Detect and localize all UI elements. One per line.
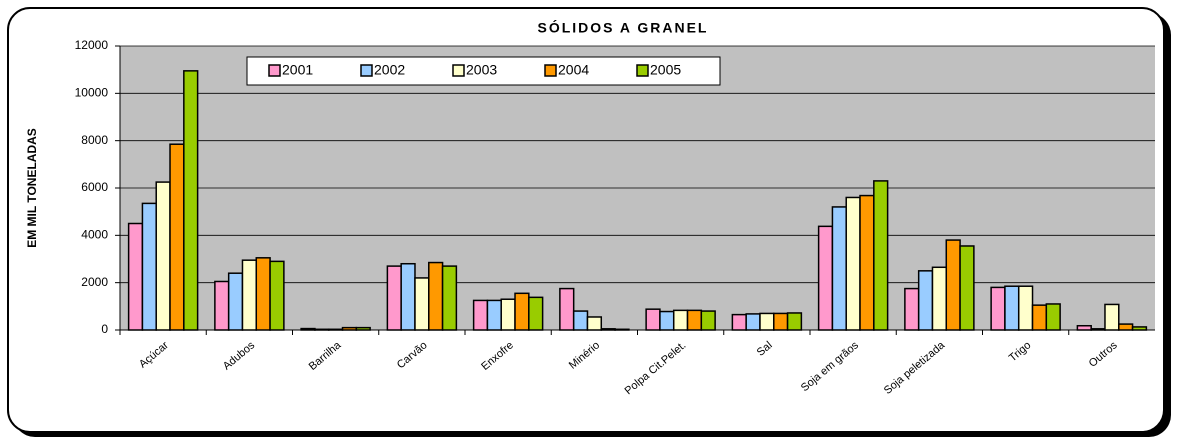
bar	[486, 299, 502, 331]
y-tick-label: 12000	[75, 38, 109, 52]
bar	[1004, 285, 1020, 331]
y-tick-label: 4000	[81, 228, 108, 242]
legend-label: 2004	[558, 62, 589, 78]
legend-label: 2001	[282, 62, 313, 78]
bar	[845, 196, 861, 331]
chart-title: SÓLIDOS A GRANEL	[538, 19, 709, 36]
bar	[859, 194, 875, 331]
bar	[831, 206, 847, 331]
bar	[1045, 303, 1061, 331]
bar	[873, 180, 889, 331]
y-axis-label: EM MIL TONELADAS	[25, 128, 39, 248]
bar	[931, 266, 948, 331]
bar	[141, 202, 157, 331]
legend-label: 2002	[374, 62, 405, 78]
bar	[528, 296, 544, 331]
y-tick-label: 8000	[81, 133, 108, 147]
bar	[214, 280, 230, 331]
bar	[1017, 285, 1034, 331]
bar	[1118, 323, 1134, 331]
bar	[917, 270, 934, 331]
bar	[773, 312, 789, 331]
bar	[645, 308, 661, 331]
bar	[572, 310, 589, 331]
bar	[227, 272, 244, 331]
legend-swatch	[268, 64, 281, 77]
bar	[559, 287, 575, 331]
bar	[1104, 303, 1120, 331]
bar	[183, 70, 199, 331]
bar	[241, 259, 258, 331]
bar	[990, 286, 1006, 331]
y-tick-label: 6000	[81, 180, 108, 194]
bar	[659, 310, 675, 331]
bar	[441, 265, 458, 331]
bar	[428, 261, 444, 331]
legend-label: 2005	[650, 62, 681, 78]
y-tick-label: 0	[101, 322, 108, 336]
legend	[246, 56, 721, 86]
bar	[759, 312, 775, 331]
bar	[700, 310, 716, 331]
bar	[414, 277, 430, 331]
bar	[127, 222, 144, 331]
bar	[255, 257, 271, 331]
bar	[817, 225, 834, 331]
y-tick-label: 10000	[75, 86, 109, 100]
bar	[169, 143, 185, 331]
bar	[400, 262, 416, 331]
bar	[514, 292, 530, 331]
legend-swatch	[636, 64, 649, 77]
bar	[500, 298, 516, 331]
bar	[904, 287, 920, 331]
legend-swatch	[360, 64, 373, 77]
bar	[1031, 304, 1048, 331]
bar	[269, 260, 285, 331]
y-tick-label: 2000	[81, 275, 108, 289]
bar	[731, 313, 747, 331]
bar	[786, 312, 803, 331]
bar	[686, 309, 703, 331]
bar	[1076, 324, 1092, 331]
bar	[672, 309, 689, 331]
bar	[586, 316, 603, 331]
bar	[745, 313, 761, 331]
bar	[959, 245, 975, 331]
legend-label: 2003	[466, 62, 497, 78]
bar	[945, 239, 961, 331]
bar	[386, 265, 402, 331]
legend-swatch	[544, 64, 557, 77]
bar	[155, 181, 171, 331]
bar	[472, 299, 489, 331]
legend-swatch	[452, 64, 465, 77]
